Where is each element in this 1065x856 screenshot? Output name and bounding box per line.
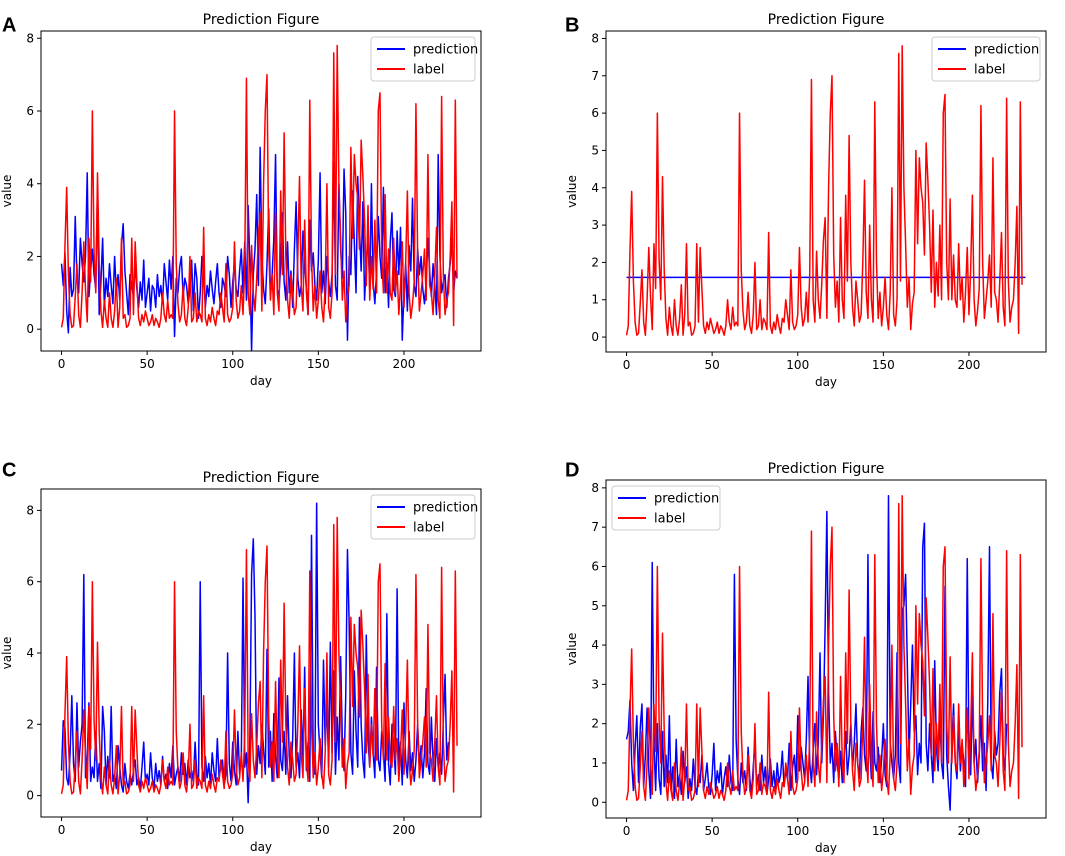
x-tick-label: 200 xyxy=(393,357,416,371)
legend-label-label: label xyxy=(413,63,444,78)
x-tick-label: 150 xyxy=(307,823,330,837)
series-line-label xyxy=(625,45,1023,336)
legend: prediction label xyxy=(611,485,721,531)
y-tick-label: 8 xyxy=(26,31,34,45)
chart-title: Prediction Figure xyxy=(768,12,885,28)
y-tick-label: 2 xyxy=(26,249,34,263)
y-tick-label: 2 xyxy=(591,717,599,731)
panel-a: A Prediction Figure 0 50 100 150 200 0 2 4 6 8 day va… xyxy=(0,12,482,388)
y-tick-label: 8 xyxy=(591,31,599,45)
legend: prediction label xyxy=(370,494,478,540)
series-line-label xyxy=(60,44,458,329)
panel-letter: B xyxy=(565,15,579,37)
x-axis-label: day xyxy=(815,375,837,389)
y-tick-label: 1 xyxy=(591,293,599,307)
y-tick-label: 6 xyxy=(591,106,599,120)
y-tick-label: 0 xyxy=(26,322,34,336)
x-tick-label: 100 xyxy=(786,824,809,838)
legend-label-label: label xyxy=(654,512,685,527)
legend-label-label: label xyxy=(974,63,1005,78)
y-axis-label: value xyxy=(0,175,14,208)
panel-c: C Prediction Figure 0 50 100 150 200 0 2 4 6 8 day va… xyxy=(0,460,482,854)
y-tick-label: 7 xyxy=(591,69,599,83)
series-lines xyxy=(60,502,458,804)
legend-label-prediction: prediction xyxy=(413,43,478,58)
x-axis-label: day xyxy=(250,840,272,854)
y-tick-label: 0 xyxy=(591,330,599,344)
x-tick-label: 0 xyxy=(58,823,66,837)
series-lines xyxy=(625,45,1026,336)
y-tick-label: 5 xyxy=(591,143,599,157)
y-tick-label: 4 xyxy=(26,177,34,191)
y-tick-label: 8 xyxy=(26,503,34,517)
x-tick-label: 150 xyxy=(872,824,895,838)
x-axis-label: day xyxy=(815,841,837,855)
panel-d: D Prediction Figure 0 50 100 150 200 0 1 2 3 4 5 6 7 8 d… xyxy=(565,460,1047,855)
y-tick-label: 5 xyxy=(591,599,599,613)
y-tick-label: 8 xyxy=(591,481,599,495)
x-tick-label: 150 xyxy=(872,358,895,372)
y-tick-label: 6 xyxy=(26,575,34,589)
series-line-prediction xyxy=(625,494,1008,811)
y-axis-label: value xyxy=(565,633,579,666)
y-tick-label: 4 xyxy=(591,181,599,195)
x-tick-label: 50 xyxy=(705,358,720,372)
y-tick-label: 1 xyxy=(591,756,599,770)
x-tick-label: 0 xyxy=(623,358,631,372)
panel-letter: A xyxy=(2,15,16,37)
chart-title: Prediction Figure xyxy=(768,461,885,477)
y-tick-label: 3 xyxy=(591,677,599,691)
legend-label-prediction: prediction xyxy=(654,492,719,507)
series-line-label xyxy=(60,516,458,795)
x-tick-label: 100 xyxy=(221,823,244,837)
panel-b: B Prediction Figure 0 50 100 150 200 0 1 2 3 4 5 6 7 8 d… xyxy=(565,12,1047,389)
y-tick-label: 6 xyxy=(591,559,599,573)
panel-letter: C xyxy=(2,460,16,482)
plot-frame xyxy=(605,30,1047,353)
y-tick-label: 0 xyxy=(26,789,34,803)
x-tick-label: 200 xyxy=(958,358,981,372)
y-tick-label: 2 xyxy=(591,255,599,269)
chart-title: Prediction Figure xyxy=(203,12,320,28)
legend: prediction label xyxy=(370,36,478,82)
y-axis-label: value xyxy=(0,637,14,670)
series-line-label xyxy=(625,494,1023,802)
x-axis-label: day xyxy=(250,374,272,388)
x-tick-label: 0 xyxy=(58,357,66,371)
series-lines xyxy=(60,44,458,351)
chart-title: Prediction Figure xyxy=(203,470,320,486)
legend-label-prediction: prediction xyxy=(974,43,1039,58)
x-tick-label: 200 xyxy=(393,823,416,837)
y-tick-label: 4 xyxy=(26,646,34,660)
legend: prediction label xyxy=(931,36,1041,82)
series-line-prediction xyxy=(60,502,450,804)
x-tick-label: 0 xyxy=(623,824,631,838)
y-tick-label: 7 xyxy=(591,520,599,534)
x-tick-label: 100 xyxy=(221,357,244,371)
y-tick-label: 4 xyxy=(591,638,599,652)
legend-label-label: label xyxy=(413,521,444,536)
plot-frame xyxy=(605,479,1047,819)
x-tick-label: 200 xyxy=(958,824,981,838)
y-tick-label: 2 xyxy=(26,717,34,731)
x-tick-label: 150 xyxy=(307,357,330,371)
x-tick-label: 50 xyxy=(140,357,155,371)
plot-frame xyxy=(40,30,482,352)
y-tick-label: 3 xyxy=(591,218,599,232)
legend-label-prediction: prediction xyxy=(413,501,478,516)
x-tick-label: 50 xyxy=(705,824,720,838)
y-tick-label: 0 xyxy=(591,795,599,809)
series-lines xyxy=(625,494,1023,811)
y-tick-label: 6 xyxy=(26,104,34,118)
y-axis-label: value xyxy=(565,175,579,208)
x-tick-label: 100 xyxy=(786,358,809,372)
panel-letter: D xyxy=(565,460,579,482)
x-tick-label: 50 xyxy=(140,823,155,837)
